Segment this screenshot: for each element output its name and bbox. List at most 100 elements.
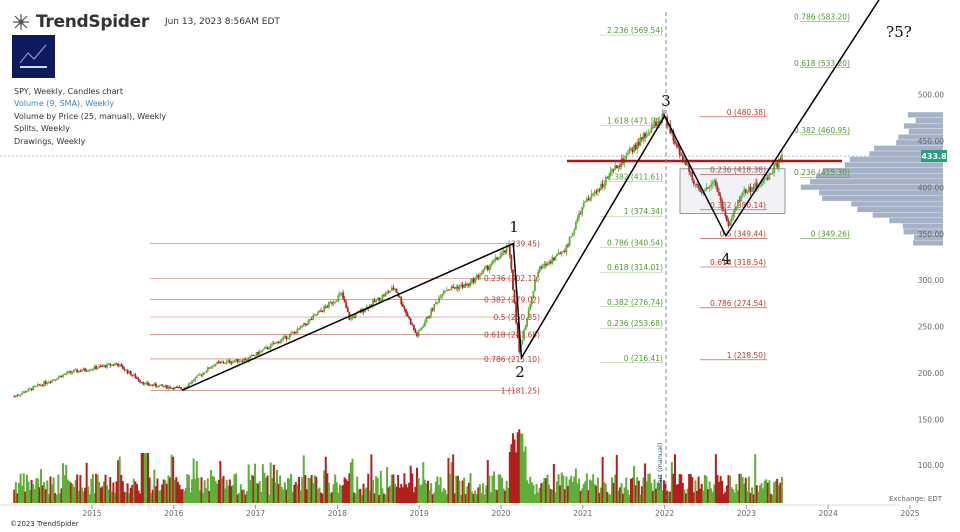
candle-body — [173, 386, 176, 390]
candle-body — [501, 252, 503, 256]
volume-bar — [162, 479, 165, 503]
volume-bar — [213, 476, 216, 503]
volume-bar — [348, 473, 351, 503]
volume-bar — [420, 484, 423, 503]
candle-body — [323, 306, 326, 312]
volume-bar — [90, 478, 93, 503]
volume-bar — [623, 487, 626, 503]
volume-bar — [423, 479, 426, 503]
volume-bar — [537, 492, 540, 503]
candle-body — [315, 314, 318, 316]
volume-bar — [648, 473, 651, 503]
candle-body — [279, 341, 282, 344]
volume-bar — [409, 465, 412, 503]
volume-bar — [36, 478, 39, 503]
drawings-line[interactable]: Drawings, Weekly — [14, 136, 86, 146]
wave-label: 1 — [509, 218, 519, 236]
volume-bar — [209, 469, 212, 503]
volume-bar — [526, 480, 529, 503]
volume-indicator-line[interactable]: Volume (9, SMA), Weekly — [14, 99, 115, 109]
candle-body — [60, 375, 63, 378]
wave-label: 3 — [661, 92, 671, 110]
volume-bar — [752, 494, 755, 503]
copyright: ©2023 TrendSpider — [10, 520, 79, 528]
volume-bar — [373, 493, 376, 503]
candle-body — [254, 355, 256, 357]
vbp-bar — [851, 201, 943, 207]
volume-bar — [371, 479, 374, 503]
volume-bars — [13, 429, 783, 503]
volume-bar — [658, 482, 661, 503]
candle-body — [96, 367, 99, 369]
volume-bar — [183, 491, 186, 503]
volume-bar — [18, 482, 21, 503]
volume-bar — [694, 480, 697, 503]
candle-body — [567, 244, 569, 246]
candle-body — [499, 255, 502, 259]
volume-bar — [73, 486, 76, 503]
volume-bar — [647, 474, 650, 503]
volume-bar — [307, 477, 310, 503]
candle-body — [268, 348, 271, 350]
candle-body — [477, 275, 480, 278]
candle-body — [282, 336, 285, 339]
candle-body — [164, 385, 167, 387]
vbp-bar — [819, 190, 943, 196]
candle-body — [689, 171, 692, 173]
candle-body — [36, 384, 39, 386]
candle-body — [139, 380, 142, 382]
volume-bar — [499, 474, 502, 503]
candle-body — [40, 384, 42, 386]
candle-body — [718, 191, 720, 196]
fib-label-left: 1 (181.25) — [501, 386, 540, 395]
candle-body — [597, 189, 599, 192]
volume-bar — [463, 477, 466, 503]
candle-body — [557, 252, 560, 254]
candle-body — [633, 144, 635, 152]
volume-bar — [527, 483, 530, 503]
candle-body — [644, 133, 646, 138]
candle-body — [272, 343, 275, 345]
volume-bar — [170, 454, 173, 503]
volume-bar — [71, 483, 74, 503]
volume-bar — [180, 489, 183, 503]
candle-body — [486, 265, 489, 270]
candle-body — [309, 318, 311, 321]
volume-bar — [629, 478, 632, 503]
candle-body — [549, 261, 552, 264]
volume-bar — [87, 486, 90, 503]
volume-bar — [21, 485, 24, 503]
volume-bar — [305, 489, 308, 503]
candle-body — [235, 358, 237, 361]
volume-bar — [382, 493, 385, 503]
vbp-indicator-line[interactable]: Volume by Price (25, manual), Weekly — [14, 111, 167, 121]
candle-body — [464, 284, 467, 286]
volume-bar — [233, 474, 236, 503]
volume-bar — [732, 489, 735, 503]
volume-bar — [703, 474, 706, 503]
volume-bar — [403, 473, 406, 503]
candle-body — [76, 369, 79, 373]
volume-bar — [112, 482, 115, 503]
candle-body — [16, 395, 19, 397]
candle-body — [617, 165, 620, 169]
volume-bar — [398, 487, 401, 503]
candle-body — [732, 213, 735, 218]
candle-body — [372, 300, 374, 306]
candle-body — [442, 290, 445, 295]
candle-body — [280, 338, 283, 342]
splits-line[interactable]: Splits, Weekly — [14, 124, 70, 134]
volume-bar — [288, 478, 291, 503]
candle-body — [62, 374, 64, 378]
candle-body — [427, 317, 429, 319]
candle-body — [151, 384, 154, 386]
volume-bar — [235, 473, 238, 503]
volume-bar — [563, 489, 566, 503]
candle-body — [468, 283, 470, 286]
volume-bar — [570, 475, 573, 503]
candle-body — [417, 330, 420, 337]
candle-body — [255, 351, 258, 356]
volume-bar — [433, 492, 436, 503]
volume-bar — [441, 491, 444, 503]
